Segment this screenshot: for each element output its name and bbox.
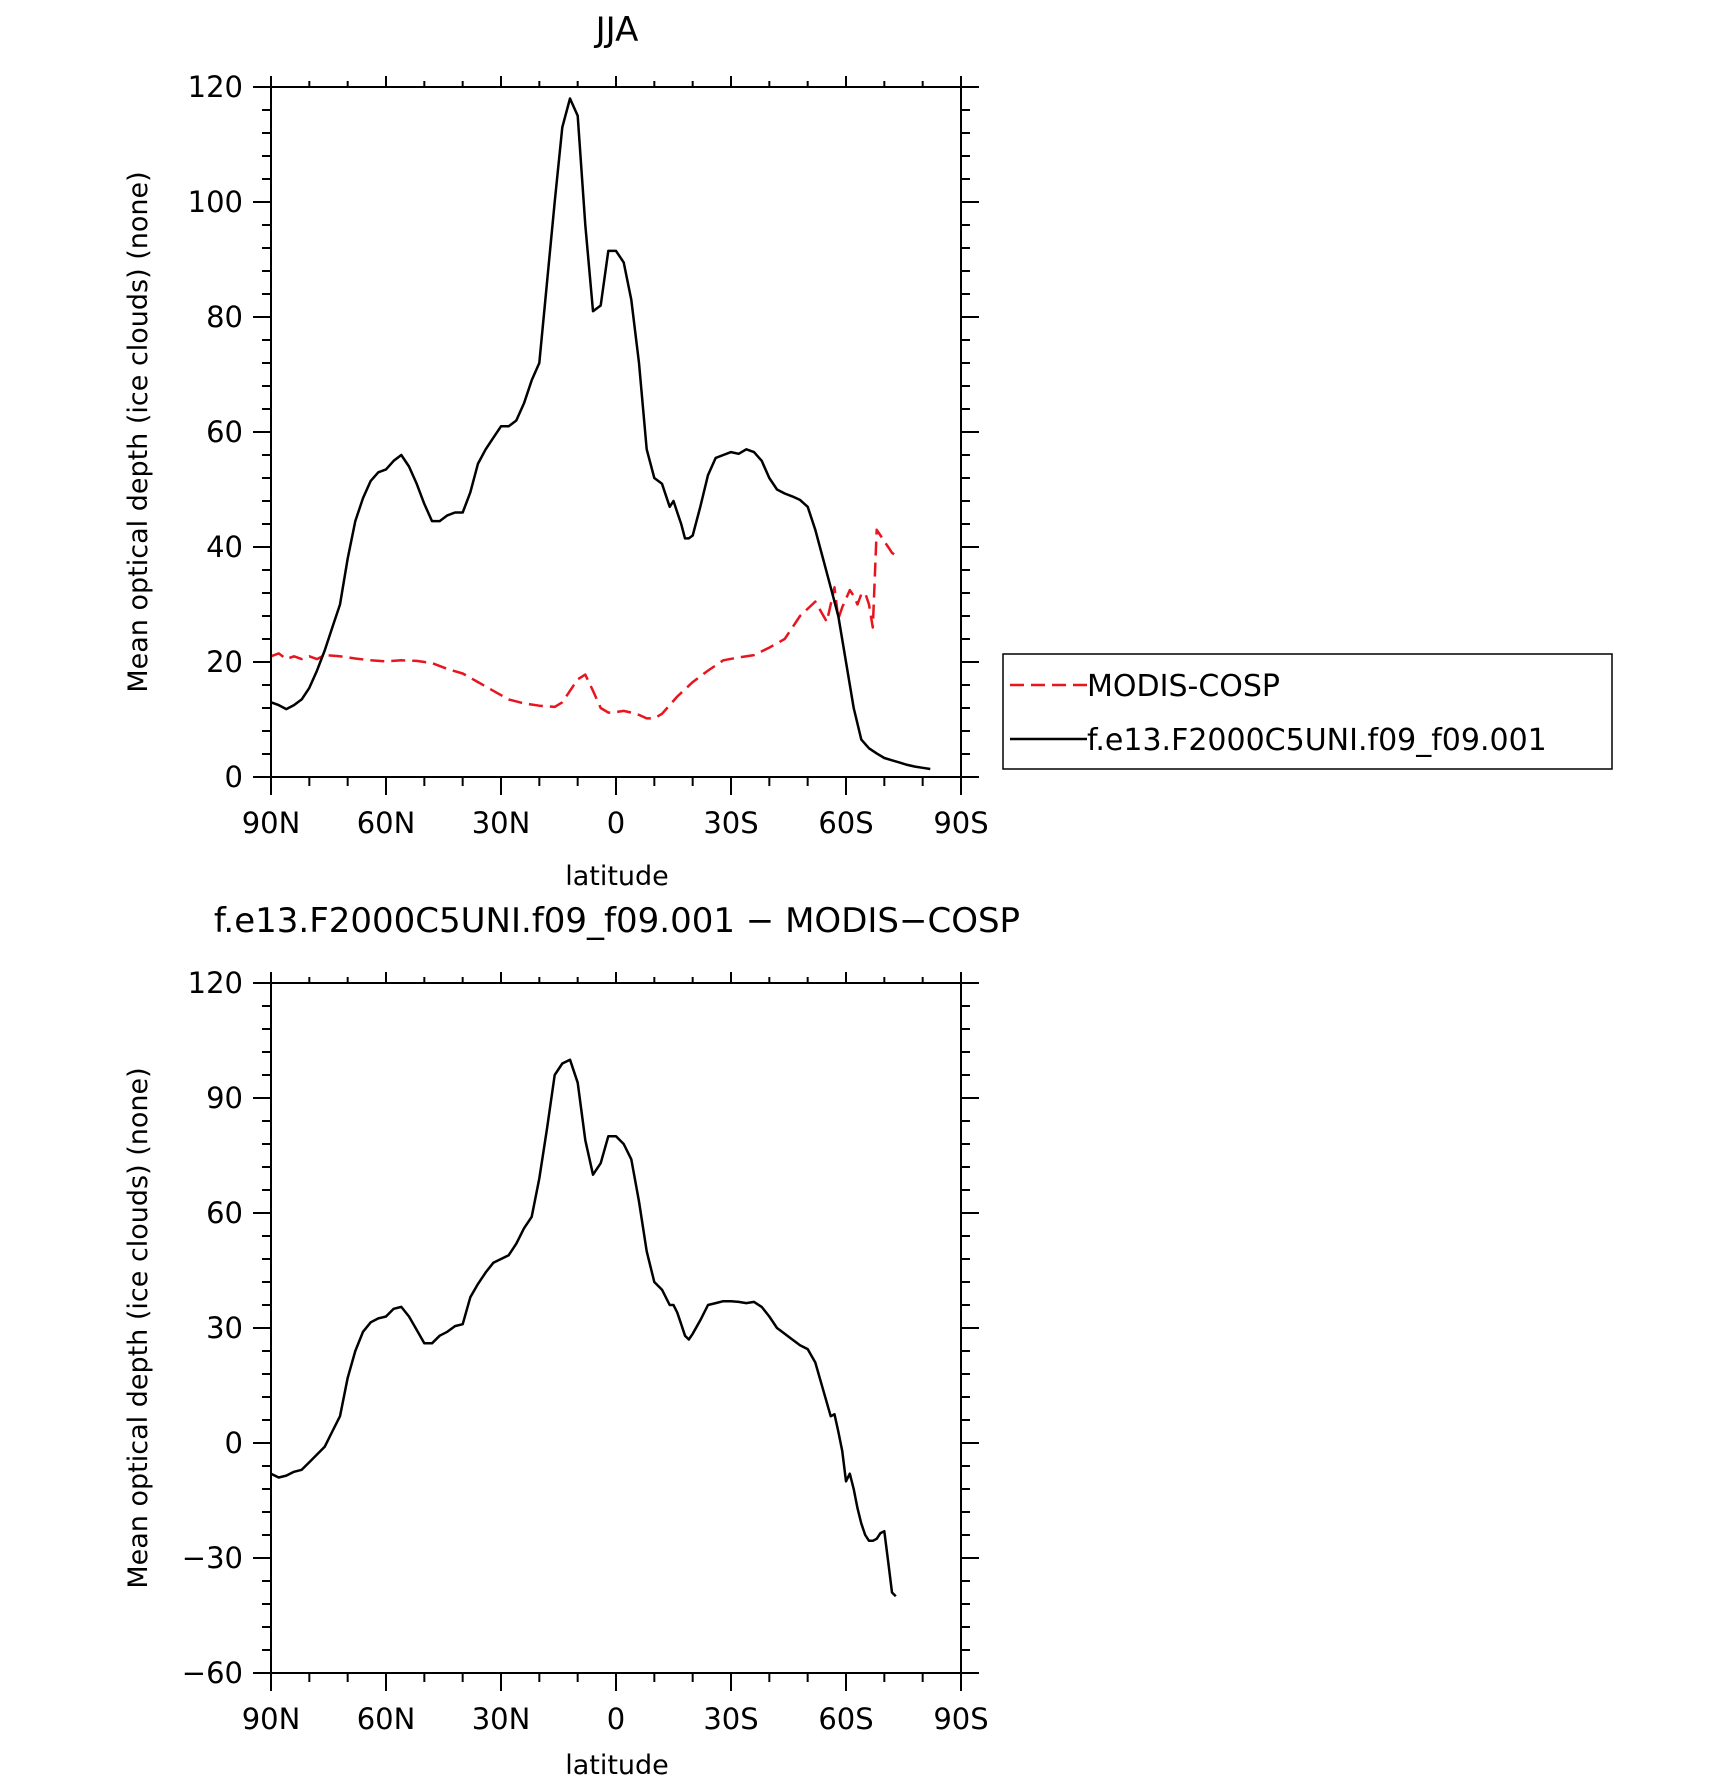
x-tick-label: 0 <box>607 806 625 840</box>
x-tick-label: 30S <box>703 1702 758 1736</box>
ticks-top: 90N 60N 30N 0 30S 60S 90S 0 20 40 60 80 100 120 <box>188 70 989 840</box>
chart-panel-top: JJA 90N 60N 30N 0 30S 60S 90S 0 20 40 60 80 100 120 l… <box>123 10 1613 892</box>
series-line-modis-cosp <box>270 528 897 720</box>
ticks-bottom: 90N 60N 30N 0 30S 60S 90S −60 −30 0 30 60 90 120 <box>182 966 989 1736</box>
x-tick-label: 90N <box>242 1702 301 1736</box>
x-tick-label: 30S <box>703 806 758 840</box>
x-tick-label: 90N <box>242 806 301 840</box>
y-axis-label-top: Mean optical depth (ice clouds) (none) <box>123 171 154 692</box>
chart-title-top: JJA <box>594 10 639 50</box>
series-layer-bottom <box>270 1058 897 1598</box>
x-axis-label-bottom: latitude <box>565 1750 669 1777</box>
legend-label-modis: MODIS-COSP <box>1087 669 1280 704</box>
y-tick-label: 20 <box>206 645 243 679</box>
y-tick-label: 90 <box>206 1081 243 1115</box>
series-line-model <box>270 1058 897 1598</box>
y-tick-label: −60 <box>182 1656 243 1690</box>
y-tick-label: 60 <box>206 1196 243 1230</box>
y-tick-label: 40 <box>206 530 243 564</box>
plot-frame-top <box>270 86 962 778</box>
y-tick-label: 100 <box>188 185 243 219</box>
series-layer-top <box>270 97 931 771</box>
x-tick-label: 90S <box>933 806 988 840</box>
y-axis-label-bottom: Mean optical depth (ice clouds) (none) <box>123 1067 154 1588</box>
x-tick-label: 0 <box>607 1702 625 1736</box>
y-tick-label: 120 <box>188 70 243 104</box>
x-tick-label: 60N <box>357 806 416 840</box>
plot-frame-bottom <box>270 982 962 1674</box>
x-axis-label-top: latitude <box>565 861 669 892</box>
legend-label-model: f.e13.F2000C5UNI.f09_f09.001 <box>1087 723 1547 758</box>
chart-title-bottom: f.e13.F2000C5UNI.f09_f09.001 − MODIS−COS… <box>214 901 1020 941</box>
series-line-model <box>270 97 931 771</box>
x-tick-label: 30N <box>472 806 531 840</box>
y-tick-label: 60 <box>206 415 243 449</box>
y-tick-label: 120 <box>188 966 243 1000</box>
x-tick-label: 60S <box>818 806 873 840</box>
y-tick-label: 30 <box>206 1311 243 1345</box>
x-tick-label: 60N <box>357 1702 416 1736</box>
chart-panel-bottom: f.e13.F2000C5UNI.f09_f09.001 − MODIS−COS… <box>123 901 1020 1777</box>
x-tick-label: 30N <box>472 1702 531 1736</box>
y-tick-label: 80 <box>206 300 243 334</box>
y-tick-label: 0 <box>225 760 243 794</box>
x-tick-label: 90S <box>933 1702 988 1736</box>
legend-box <box>1002 653 1613 770</box>
y-tick-label: −30 <box>182 1541 243 1575</box>
legend: MODIS-COSP f.e13.F2000C5UNI.f09_f09.001 <box>1002 653 1613 770</box>
y-tick-label: 0 <box>225 1426 243 1460</box>
x-tick-label: 60S <box>818 1702 873 1736</box>
